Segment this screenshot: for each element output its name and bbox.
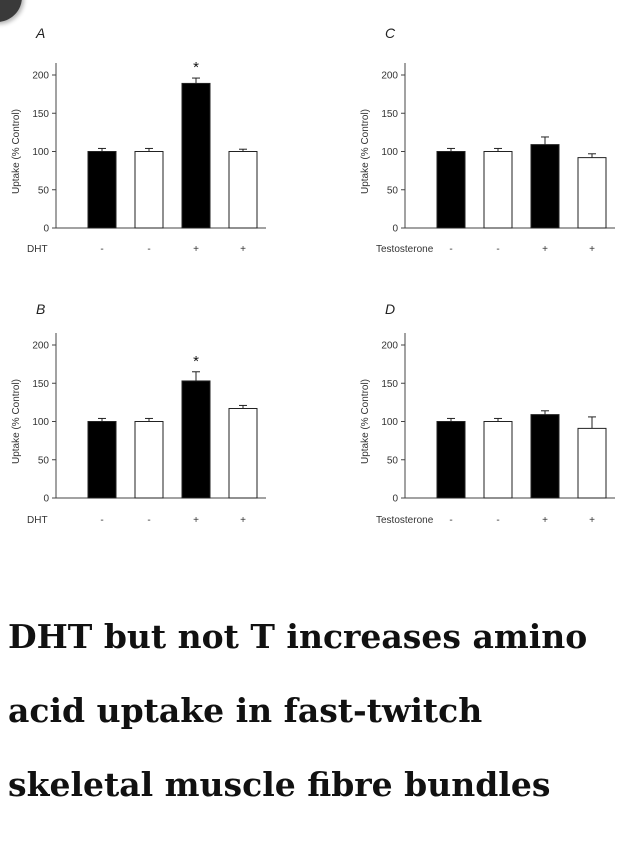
panel-c-bar (530, 144, 560, 229)
panel-d-bar (530, 414, 560, 499)
panel-d-category-mark: - (496, 515, 499, 526)
panel-b-treatment-label: DHT (27, 515, 48, 526)
panel-b-y-tick-label: 100 (32, 417, 49, 428)
panel-a-treatment-label: DHT (27, 244, 48, 255)
panel-c-category-mark: - (496, 244, 499, 255)
panel-c-y-tick-label: 100 (381, 147, 398, 158)
panel-b-y-tick-label: 0 (43, 494, 49, 505)
panel-a-category-mark: - (147, 244, 150, 255)
panel-c-bar (436, 151, 466, 229)
panel-b-bar (87, 421, 117, 499)
panel-d-bar (483, 421, 513, 499)
panel-d-y-tick-label: 200 (381, 341, 398, 352)
panel-c-y-tick-label: 0 (392, 224, 398, 235)
panel-a-y-tick-label: 150 (32, 109, 49, 120)
panel-a-bar (134, 151, 164, 229)
panel-b-bar (181, 380, 211, 499)
panel-b-category-mark: - (100, 515, 103, 526)
panel-b-y-tick-label: 200 (32, 341, 49, 352)
panel-d-category-mark: + (589, 515, 595, 526)
panel-a-category-mark: + (240, 244, 246, 255)
panel-d-label: D (385, 301, 395, 317)
panel-d-y-tick-label: 50 (387, 455, 399, 466)
panel-b-category-mark: - (147, 515, 150, 526)
panel-a-label: A (35, 25, 45, 41)
panel-d-y-tick-label: 0 (392, 494, 398, 505)
panel-b-bar (228, 407, 258, 499)
panel-b-bar (134, 421, 164, 499)
panel-b-label: B (36, 301, 45, 317)
panel-c-y-axis-title: Uptake (% Control) (360, 109, 371, 194)
panel-c-y-tick-label: 150 (381, 109, 398, 120)
panel-a-y-tick-label: 0 (43, 224, 49, 235)
panel-a-y-axis-title: Uptake (% Control) (11, 109, 22, 194)
panel-a-category-mark: - (100, 244, 103, 255)
panel-d-y-tick-label: 100 (381, 417, 398, 428)
panel-d-bar (577, 427, 607, 499)
panel-d-category-mark: + (542, 515, 548, 526)
panel-b-category-mark: + (193, 515, 199, 526)
panel-c-y-tick-label: 200 (381, 71, 398, 82)
panel-a-bar (181, 82, 211, 229)
panel-a-bar (228, 151, 258, 229)
panel-c-y-tick-label: 50 (387, 185, 399, 196)
panel-d-y-axis-title: Uptake (% Control) (360, 379, 371, 464)
panel-c-bar (577, 157, 607, 229)
panel-a-y-tick-label: 100 (32, 147, 49, 158)
panel-d-category-mark: - (449, 515, 452, 526)
panel-c-category-mark: + (542, 244, 548, 255)
figure: A 0 50 100 150 200 Uptake (% Control) DHT - - + * + C… (11, 25, 615, 526)
figure-caption: DHT but not T increases amino acid uptak… (8, 617, 588, 804)
panel-c-category-mark: + (589, 244, 595, 255)
panel-b-y-tick-label: 150 (32, 379, 49, 390)
panel-c-label: C (385, 25, 396, 41)
panel-b-significance-mark: * (193, 353, 199, 370)
bar-chart-figure: A 0 50 100 150 200 Uptake (% Control) DHT - - + * + C… (11, 25, 615, 526)
panel-b-y-tick-label: 50 (38, 455, 50, 466)
panel-d-y-tick-label: 150 (381, 379, 398, 390)
panel-b-y-axis-title: Uptake (% Control) (11, 379, 22, 464)
panel-c-treatment-label: Testosterone (376, 244, 434, 255)
panel-a-y-tick-label: 50 (38, 185, 50, 196)
panel-a-significance-mark: * (193, 59, 199, 76)
panel-a-category-mark: + (193, 244, 199, 255)
panel-a-bar (87, 151, 117, 229)
panel-c-bar (483, 151, 513, 229)
panel-c-category-mark: - (449, 244, 452, 255)
panel-d-treatment-label: Testosterone (376, 515, 434, 526)
panel-b-category-mark: + (240, 515, 246, 526)
panel-a-y-tick-label: 200 (32, 71, 49, 82)
panel-d-bar (436, 421, 466, 499)
